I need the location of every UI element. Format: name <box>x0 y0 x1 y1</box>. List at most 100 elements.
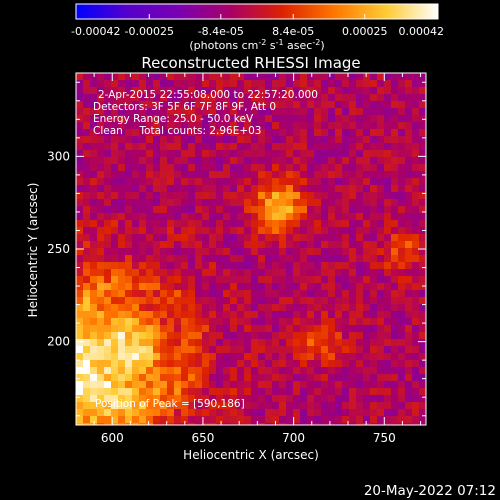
heatmap-cell <box>125 367 133 375</box>
heatmap-cell <box>412 304 420 312</box>
heatmap-cell <box>125 185 133 193</box>
heatmap-cell <box>195 73 203 81</box>
heatmap-cell <box>181 199 189 207</box>
heatmap-cell <box>146 143 154 151</box>
heatmap-cell <box>356 353 364 361</box>
heatmap-cell <box>314 269 322 277</box>
heatmap-cell <box>349 73 357 81</box>
heatmap-cell <box>363 339 371 347</box>
heatmap-cell <box>244 234 252 242</box>
heatmap-cell <box>223 122 231 130</box>
heatmap-cell <box>279 297 287 305</box>
heatmap-cell <box>328 283 336 291</box>
heatmap-cell <box>167 367 175 375</box>
heatmap-cell <box>405 171 413 179</box>
heatmap-cell <box>342 297 350 305</box>
heatmap-cell <box>321 101 329 109</box>
heatmap-cell <box>139 87 147 95</box>
heatmap-cell <box>181 227 189 235</box>
heatmap-cell <box>335 171 343 179</box>
heatmap-cell <box>328 304 336 312</box>
heatmap-cell <box>181 304 189 312</box>
heatmap-cell <box>349 332 357 340</box>
heatmap-cell <box>216 353 224 361</box>
heatmap-cell <box>90 199 98 207</box>
heatmap-cell <box>104 122 112 130</box>
heatmap-cell <box>405 304 413 312</box>
heatmap-cell <box>342 262 350 270</box>
heatmap-cell <box>216 227 224 235</box>
heatmap-cell <box>90 388 98 396</box>
heatmap-cell <box>90 318 98 326</box>
heatmap-cell <box>146 73 154 81</box>
colorbar-tick-label: 8.4e-05 <box>272 25 314 38</box>
heatmap-cell <box>244 423 252 425</box>
heatmap-cell <box>188 101 196 109</box>
heatmap-cell <box>405 276 413 284</box>
heatmap-cell <box>307 381 315 389</box>
heatmap-cell <box>356 192 364 200</box>
heatmap-cell <box>251 185 259 193</box>
heatmap-cell <box>286 409 294 417</box>
heatmap-cell <box>160 143 168 151</box>
heatmap-cell <box>307 122 315 130</box>
heatmap-cell <box>223 332 231 340</box>
heatmap-cell <box>111 269 119 277</box>
heatmap-cell <box>251 192 259 200</box>
heatmap-cell <box>321 353 329 361</box>
heatmap-cell <box>391 423 399 425</box>
heatmap-cell <box>412 171 420 179</box>
heatmap-cell <box>342 269 350 277</box>
heatmap-cell <box>286 192 294 200</box>
heatmap-cell <box>202 101 210 109</box>
heatmap-cell <box>237 80 245 88</box>
heatmap-cell <box>209 150 217 158</box>
heatmap-cell <box>104 164 112 172</box>
heatmap-cell <box>419 80 426 88</box>
heatmap-cell <box>76 101 84 109</box>
heatmap-cell <box>244 325 252 333</box>
heatmap-cell <box>244 192 252 200</box>
heatmap-cell <box>251 332 259 340</box>
heatmap-cell <box>321 171 329 179</box>
heatmap-cell <box>370 367 378 375</box>
heatmap-cell <box>419 150 426 158</box>
heatmap-cell <box>314 220 322 228</box>
heatmap-cell <box>342 73 350 81</box>
heatmap-cell <box>370 423 378 425</box>
heatmap-cell <box>90 220 98 228</box>
heatmap-cell <box>181 157 189 165</box>
heatmap-cell <box>300 248 308 256</box>
heatmap-cell <box>223 297 231 305</box>
heatmap-cell <box>328 143 336 151</box>
heatmap-cell <box>286 416 294 424</box>
heatmap-cell <box>349 234 357 242</box>
heatmap-cell <box>377 409 385 417</box>
heatmap-cell <box>76 234 84 242</box>
heatmap-cell <box>412 227 420 235</box>
heatmap-cell <box>195 374 203 382</box>
heatmap-cell <box>174 101 182 109</box>
heatmap-cell <box>209 108 217 116</box>
heatmap-cell <box>363 402 371 410</box>
heatmap-cell <box>195 192 203 200</box>
heatmap-cell <box>293 360 301 368</box>
heatmap-cell <box>188 115 196 123</box>
heatmap-cell <box>167 311 175 319</box>
heatmap-cell <box>153 129 161 137</box>
heatmap-cell <box>90 94 98 102</box>
heatmap-cell <box>342 227 350 235</box>
heatmap-cell <box>349 290 357 298</box>
heatmap-cell <box>251 304 259 312</box>
heatmap-cell <box>160 129 168 137</box>
heatmap-cell <box>174 325 182 333</box>
heatmap-cell <box>398 367 406 375</box>
heatmap-cell <box>160 374 168 382</box>
heatmap-cell <box>265 318 273 326</box>
heatmap-cell <box>356 416 364 424</box>
heatmap-cell <box>167 129 175 137</box>
heatmap-cell <box>328 108 336 116</box>
heatmap-cell <box>153 178 161 186</box>
heatmap-cell <box>181 143 189 151</box>
heatmap-cell <box>342 94 350 102</box>
